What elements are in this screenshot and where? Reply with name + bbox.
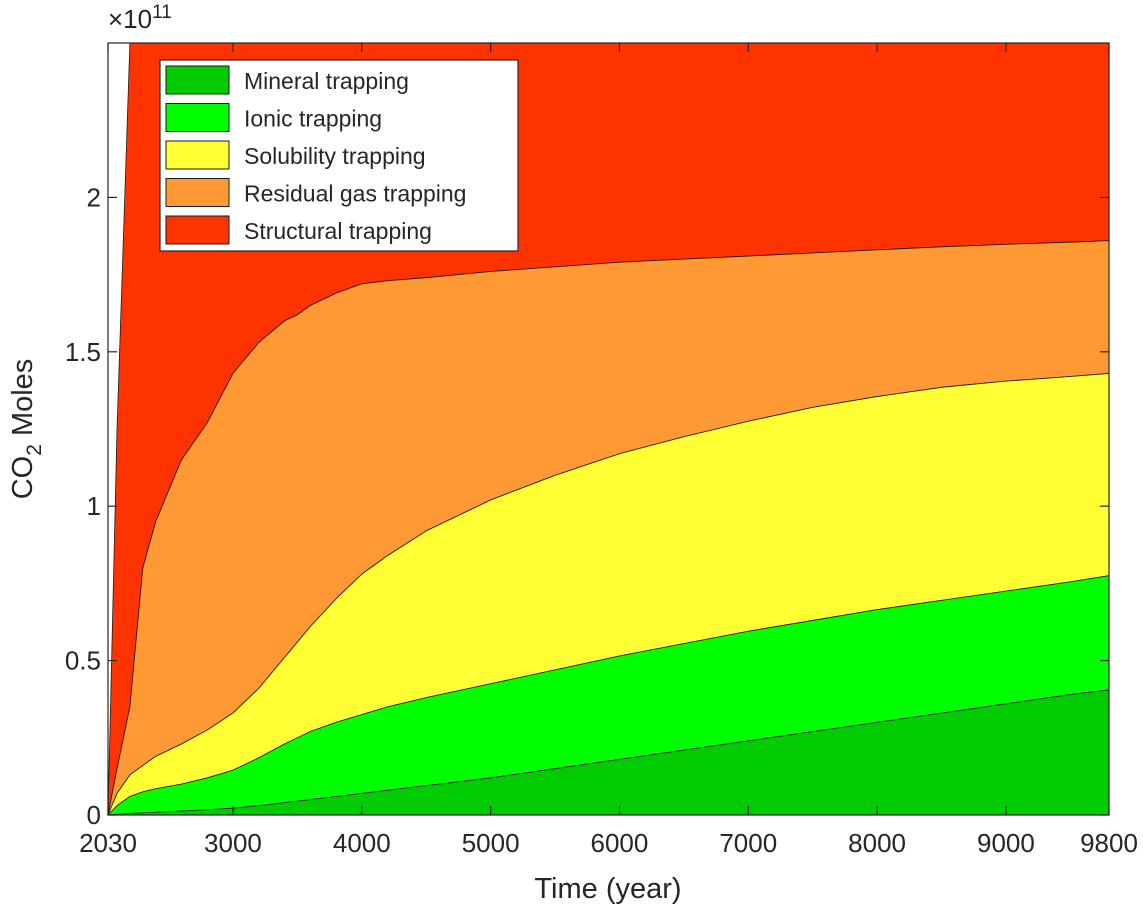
legend-label: Residual gas trapping <box>244 181 466 207</box>
legend-label: Structural trapping <box>244 218 432 244</box>
x-tick-label: 6000 <box>591 828 649 858</box>
y-tick-label: 0 <box>87 800 101 830</box>
legend-swatch <box>165 178 230 207</box>
axes: 2030 3000 4000 5000 6000 7000 8000 9000 9800 0 0.5… <box>65 42 1138 858</box>
x-tick-label: 4000 <box>333 828 391 858</box>
x-tick-label: 2030 <box>79 828 137 858</box>
legend-label: Solubility trapping <box>244 143 426 169</box>
legend-swatch <box>165 215 230 245</box>
y-axis-multiplier: ×1011 <box>108 2 172 34</box>
x-tick-label: 5000 <box>462 828 520 858</box>
y-tick-label: 2 <box>87 182 101 212</box>
x-tick-label: 9000 <box>977 828 1035 858</box>
legend-label: Mineral trapping <box>244 68 409 94</box>
legend-swatch <box>165 65 230 95</box>
y-axis-label: CO2 Moles <box>7 359 46 500</box>
x-axis-label: Time (year) <box>534 873 681 905</box>
legend-swatch <box>165 140 230 170</box>
x-tick-label: 3000 <box>204 828 262 858</box>
x-tick-label: 8000 <box>848 828 906 858</box>
legend: Mineral trapping Ionic trapping Solubility… <box>159 59 519 252</box>
y-tick-label: 1 <box>87 491 101 521</box>
axes-frame <box>107 42 1110 816</box>
y-tick-label: 1.5 <box>65 337 101 367</box>
legend-swatch <box>165 103 230 132</box>
y-tick-label: 0.5 <box>65 646 101 676</box>
x-tick-label: 7000 <box>719 828 777 858</box>
legend-label: Ionic trapping <box>244 106 382 132</box>
x-tick-label: 9800 <box>1080 828 1138 858</box>
